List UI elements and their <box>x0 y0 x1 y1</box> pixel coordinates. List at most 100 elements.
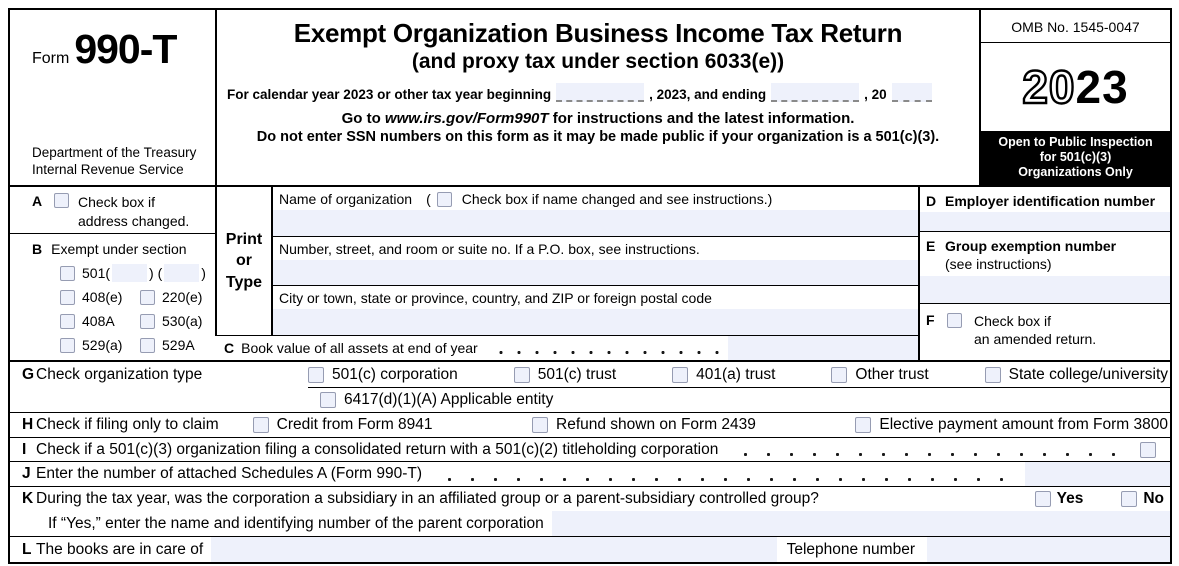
center-column: Print or Type Name of organization ( Che… <box>215 187 918 360</box>
g-option-other-trust: Other trust <box>831 366 929 384</box>
form-number-block: Form 990-T <box>32 26 211 73</box>
section-f: F Check box if an amended return. <box>920 304 1170 350</box>
type-label: Type <box>225 273 263 291</box>
label-220e: 220(e) <box>162 289 203 305</box>
checkbox-refund-form-2439[interactable] <box>532 417 549 433</box>
checkbox-530a[interactable] <box>140 313 155 329</box>
dept-line-2: Internal Revenue Service <box>32 162 184 178</box>
checkbox-elective-payment-form-3800[interactable] <box>855 417 872 433</box>
input-tax-year-ending[interactable] <box>771 83 860 102</box>
input-organization-name[interactable] <box>273 210 918 236</box>
checkbox-no[interactable] <box>1121 491 1138 507</box>
checkbox-529a-able[interactable] <box>140 337 155 353</box>
b-row-501: 501( ) ( ) <box>32 261 215 285</box>
checkbox-amended-return[interactable] <box>947 312 962 328</box>
input-telephone-number[interactable] <box>927 537 1170 562</box>
label-529a: 529(a) <box>82 337 123 353</box>
calendar-text-2: , 2023, and ending <box>649 87 767 102</box>
input-tax-year-beginning[interactable] <box>556 83 645 102</box>
label-elective-payment-form-3800: Elective payment amount from Form 3800 <box>879 416 1168 433</box>
checkbox-408a[interactable] <box>60 313 75 329</box>
checkbox-credit-form-8941[interactable] <box>252 417 269 433</box>
section-h-label: Check if filing only to claim <box>36 416 219 433</box>
form-title: Exempt Organization Business Income Tax … <box>293 18 903 48</box>
tax-year-outline-digits: 20 <box>1021 60 1076 114</box>
calendar-year-line: For calendar year 2023 or other tax year… <box>227 83 969 102</box>
h-option-credit-8941: Credit from Form 8941 <box>252 416 433 434</box>
input-parent-corporation[interactable] <box>551 511 1170 536</box>
label-408a: 408A <box>82 313 115 329</box>
entity-info-section: A Check box if address changed. B Exempt… <box>10 187 1170 362</box>
section-k-line2: If “Yes,” enter the name and identifying… <box>10 511 1170 537</box>
section-h-letter: H <box>22 416 34 433</box>
checkbox-220e[interactable] <box>140 289 155 305</box>
checkbox-501c-corporation[interactable] <box>308 366 324 383</box>
department-lines: Department of the Treasury Internal Reve… <box>32 145 211 179</box>
checkbox-501[interactable] <box>60 265 75 281</box>
label-credit-form-8941: Credit from Form 8941 <box>276 416 433 433</box>
checkbox-address-changed[interactable] <box>54 193 69 208</box>
omb-number: OMB No. 1545-0047 <box>981 10 1170 43</box>
label-refund-form-2439: Refund shown on Form 2439 <box>556 416 756 433</box>
section-g-line2: 6417(d)(1)(A) Applicable entity <box>10 388 1170 413</box>
section-b-options: 501( ) ( ) 408(e) 220(e) 408A 530(a) <box>32 261 215 357</box>
label-501-suffix: ) <box>201 265 206 281</box>
name-row: Name of organization ( Check box if name… <box>273 187 918 236</box>
input-book-value[interactable] <box>728 336 918 360</box>
section-d-letter: D <box>926 193 937 209</box>
form-frame: Form 990-T Department of the Treasury In… <box>8 8 1172 564</box>
g-option-501c-corporation: 501(c) corporation <box>308 366 458 384</box>
label-529a-able: 529A <box>162 337 195 353</box>
input-books-care-of[interactable] <box>211 537 777 562</box>
checkbox-501c-trust[interactable] <box>513 366 530 383</box>
checkbox-consolidated-return[interactable] <box>1140 441 1156 458</box>
header-right-cell: OMB No. 1545-0047 20 23 Open to Public In… <box>979 10 1170 185</box>
irs-url[interactable]: www.irs.gov/Form990T <box>384 110 549 127</box>
section-h: H Check if filing only to claim Credit f… <box>10 413 1170 438</box>
no-label: No <box>1143 490 1164 507</box>
checkbox-401a-trust[interactable] <box>672 366 689 383</box>
checkbox-6417-applicable-entity[interactable] <box>320 392 336 408</box>
calendar-text-3: , 20 <box>864 87 887 102</box>
checkbox-other-trust[interactable] <box>831 366 848 383</box>
section-k-letter: K <box>22 490 34 507</box>
checkbox-name-changed[interactable] <box>436 191 452 207</box>
input-501-subsection-1[interactable] <box>112 264 148 282</box>
label-501-prefix: 501( <box>82 265 111 281</box>
input-ein[interactable] <box>920 212 1170 233</box>
checkbox-state-college[interactable] <box>984 366 1001 383</box>
section-b: B Exempt under section 501( ) ( ) 408(e) <box>10 234 215 357</box>
section-a-label-line1: Check box if <box>78 194 156 210</box>
print-label: Print <box>225 230 263 248</box>
section-g-options: 501(c) corporation 501(c) trust 401(a) t… <box>308 362 1170 388</box>
input-group-exemption-number[interactable] <box>920 275 1170 304</box>
city-row-label: City or town, state or province, country… <box>273 288 918 308</box>
checkbox-yes[interactable] <box>1034 491 1051 507</box>
section-g-letter: G <box>22 366 35 383</box>
dept-line-1: Department of the Treasury <box>32 145 197 161</box>
checkbox-529a[interactable] <box>60 337 75 353</box>
input-schedules-a-count[interactable] <box>1025 462 1170 486</box>
address-row: Number, street, and room or suite no. If… <box>273 235 918 286</box>
left-column: A Check box if address changed. B Exempt… <box>10 187 215 360</box>
label-501c-corporation: 501(c) corporation <box>332 365 458 383</box>
b-option-529A-able: 529A <box>140 337 195 353</box>
calendar-text-1: For calendar year 2023 or other tax year… <box>227 87 552 102</box>
input-street-address[interactable] <box>273 259 918 286</box>
name-of-organization-label: Name of organization <box>279 191 413 207</box>
section-c-letter: C <box>224 340 235 356</box>
checkbox-408e[interactable] <box>60 289 75 305</box>
input-city-state-zip[interactable] <box>273 309 918 336</box>
input-tax-year-ending-yy[interactable] <box>891 83 932 102</box>
section-a-label-line2: address changed. <box>78 212 190 229</box>
section-b-letter: B <box>32 241 43 257</box>
header-center-cell: Exempt Organization Business Income Tax … <box>215 10 979 185</box>
header-left-cell: Form 990-T Department of the Treasury In… <box>10 10 215 185</box>
inspection-line-2: for 501(c)(3) <box>1039 150 1112 164</box>
label-401a-trust: 401(a) trust <box>696 365 776 383</box>
address-row-label: Number, street, and room or suite no. If… <box>273 239 918 259</box>
city-state-zip-label: City or town, state or province, country… <box>279 290 712 307</box>
section-b-label: Exempt under section <box>51 241 187 257</box>
input-501-subsection-2[interactable] <box>164 264 200 282</box>
